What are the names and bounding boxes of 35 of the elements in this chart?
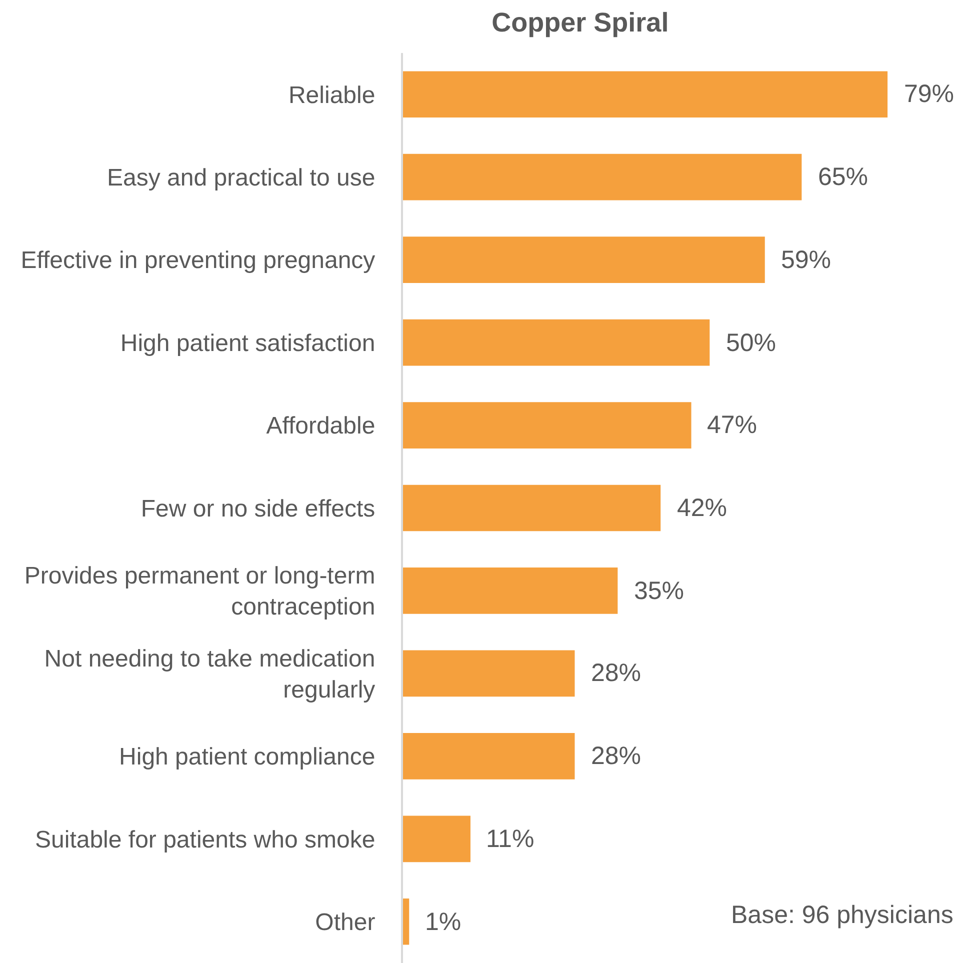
y-tick-label: High patient satisfaction — [120, 330, 376, 357]
chart-title: Copper Spiral — [492, 8, 669, 38]
y-tick-label: Affordable — [266, 412, 376, 440]
data-label: 11% — [486, 825, 534, 853]
data-label: 42% — [677, 494, 728, 522]
data-label: 35% — [634, 577, 684, 605]
bar — [403, 816, 470, 862]
bar — [403, 319, 710, 366]
y-tick-label: Suitable for patients who smoke — [35, 826, 376, 854]
bar — [403, 402, 692, 448]
y-tick-label: High patient compliance — [119, 744, 376, 771]
data-label: 79% — [904, 80, 954, 108]
annotation: Base: 96 physicians — [731, 901, 954, 929]
y-tick-label: Easy and practical to use — [107, 164, 376, 192]
data-label: 65% — [818, 163, 868, 191]
bar — [403, 484, 661, 532]
y-tick-label: Not needing to take medication regularly — [44, 645, 376, 704]
y-tick-label: Other — [315, 909, 376, 936]
data-label: 59% — [781, 246, 832, 274]
bar — [403, 650, 575, 697]
y-tick-label: Few or no side effects — [140, 495, 376, 522]
bar — [403, 71, 888, 118]
bar — [403, 568, 618, 614]
y-tick-label: Reliable — [288, 82, 376, 109]
bar — [403, 898, 410, 945]
bar — [403, 236, 765, 283]
data-label: 47% — [707, 411, 758, 439]
data-label: 50% — [726, 329, 776, 357]
data-label: 28% — [591, 742, 642, 770]
data-label: 1% — [425, 908, 462, 936]
bar — [403, 154, 802, 200]
y-tick-label: Effective in preventing pregnancy — [20, 247, 376, 274]
bar — [403, 733, 575, 780]
y-tick-label: Provides permanent or long-term contraception — [24, 562, 376, 621]
data-label: 28% — [591, 659, 642, 687]
